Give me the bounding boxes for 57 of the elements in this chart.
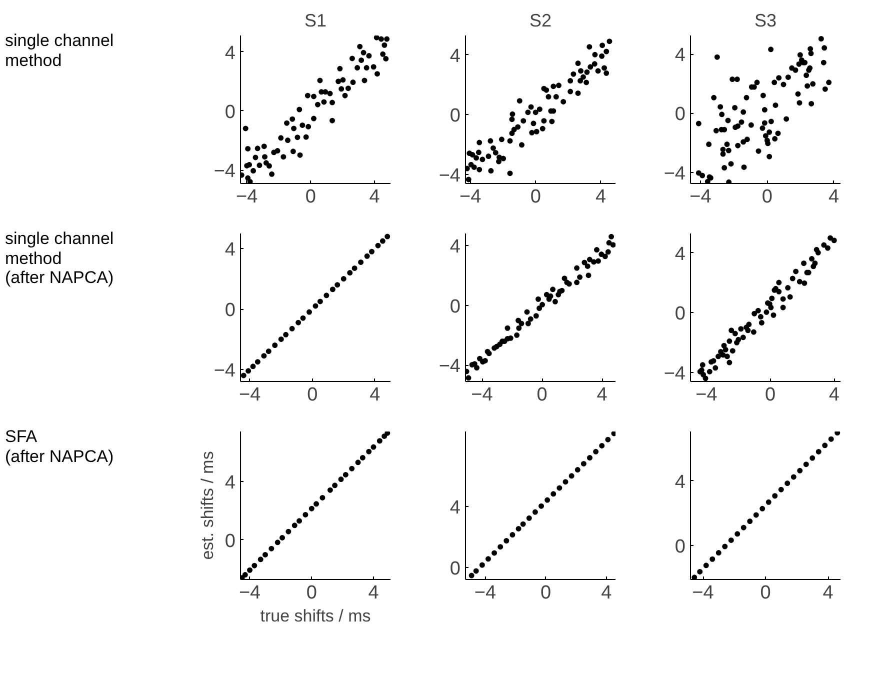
x-tick-label: −4 (471, 384, 494, 406)
text: single channel method (5, 31, 114, 70)
y-axis-title: est. shifts / ms (198, 451, 217, 560)
text: single channel method (after NAPCA) (5, 229, 114, 288)
y-tick-label: 4 (224, 42, 236, 64)
y-tick-label: 4 (224, 472, 236, 494)
y-tick-label: −4 (438, 356, 461, 378)
x-tick-label: 4 (828, 186, 840, 208)
x-tick-label: 4 (368, 582, 380, 604)
y-tick-label: 0 (450, 558, 461, 580)
x-tick-label: −4 (238, 582, 262, 604)
x-tick-label: 4 (596, 186, 607, 208)
y-tick-label: −4 (664, 364, 686, 385)
x-tick-label: 0 (760, 582, 771, 604)
x-tick-label: −4 (239, 384, 262, 406)
y-tick-label: −4 (438, 166, 461, 187)
x-tick-label: 0 (540, 582, 552, 604)
x-tick-label: 4 (370, 384, 381, 406)
x-tick-label: −4 (690, 186, 712, 208)
y-tick-label: −4 (664, 163, 686, 184)
x-tick-label: 4 (601, 582, 612, 604)
y-tick-label: 0 (450, 106, 461, 127)
y-tick-label: 4 (450, 46, 461, 67)
y-tick-label: −4 (214, 161, 236, 182)
x-tick-label: 4 (596, 384, 608, 406)
x-tick-label: 0 (765, 384, 776, 406)
x-tick-label: 0 (762, 186, 772, 208)
text: SFA (after NAPCA) (5, 427, 114, 466)
y-tick-label: 4 (674, 45, 686, 66)
y-tick-label: 0 (450, 296, 461, 318)
x-axis-title: true shifts / ms (260, 606, 371, 626)
x-tick-label: 0 (307, 384, 318, 406)
x-tick-label: −4 (474, 582, 496, 604)
y-tick-label: 0 (224, 530, 236, 552)
x-tick-label: 0 (530, 186, 541, 208)
chart-title: S3 (754, 10, 777, 30)
y-tick-label: 4 (450, 497, 461, 518)
y-tick-label: 0 (674, 536, 686, 558)
x-tick-label: 0 (306, 582, 317, 604)
x-tick-label: 4 (822, 582, 834, 604)
x-tick-label: 4 (369, 186, 380, 208)
x-tick-label: 0 (305, 186, 316, 208)
chart-title: S2 (529, 10, 552, 30)
x-tick-label: −4 (692, 582, 714, 604)
x-tick-label: −4 (696, 384, 718, 406)
x-tick-label: 4 (828, 384, 840, 406)
y-tick-label: −4 (214, 360, 236, 382)
y-tick-label: 4 (674, 472, 686, 493)
y-tick-label: 4 (224, 240, 236, 261)
y-tick-label: 0 (674, 104, 686, 126)
y-tick-label: 4 (674, 244, 686, 265)
x-tick-label: 0 (536, 384, 548, 406)
y-tick-label: 0 (224, 300, 236, 322)
y-tick-label: 4 (450, 236, 461, 258)
y-tick-label: 0 (224, 102, 236, 123)
y-tick-label: 0 (674, 304, 686, 325)
chart-title: S1 (304, 10, 327, 30)
